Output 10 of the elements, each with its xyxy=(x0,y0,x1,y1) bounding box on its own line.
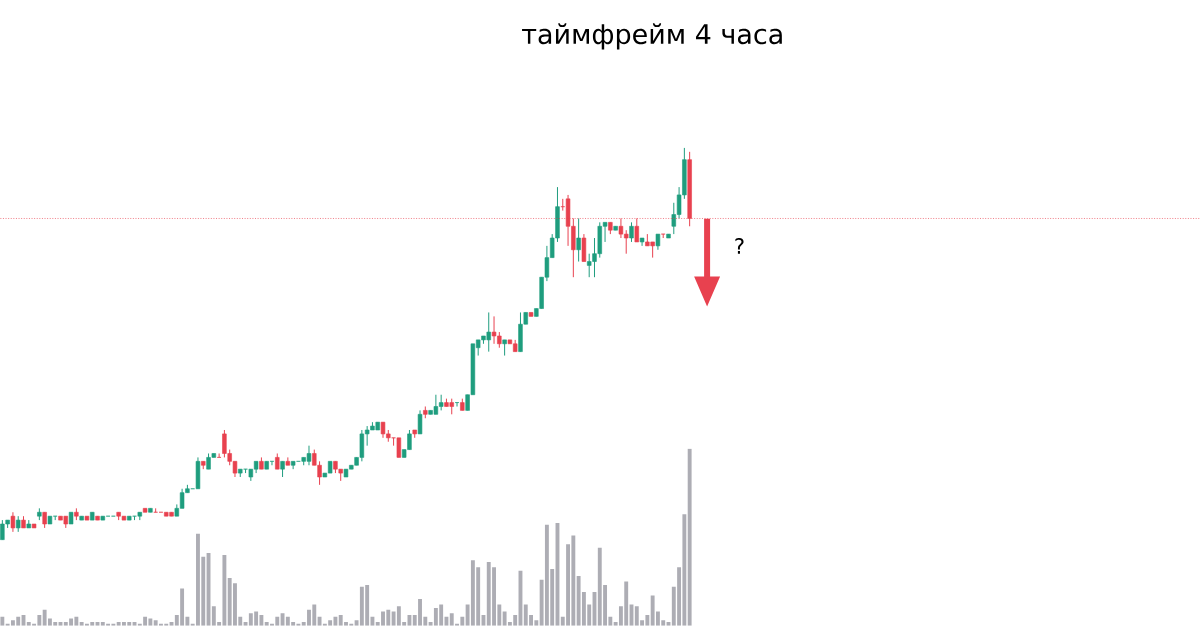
candlestick xyxy=(10,511,16,533)
bar xyxy=(0,616,5,626)
candlestick xyxy=(576,218,581,263)
candlestick xyxy=(581,233,587,263)
chart-title: таймфрейм 4 часа xyxy=(522,23,782,50)
candlestick xyxy=(417,410,423,435)
bar xyxy=(687,448,692,626)
candlestick xyxy=(396,437,402,459)
text: ? xyxy=(735,238,744,254)
candlestick xyxy=(629,222,634,243)
